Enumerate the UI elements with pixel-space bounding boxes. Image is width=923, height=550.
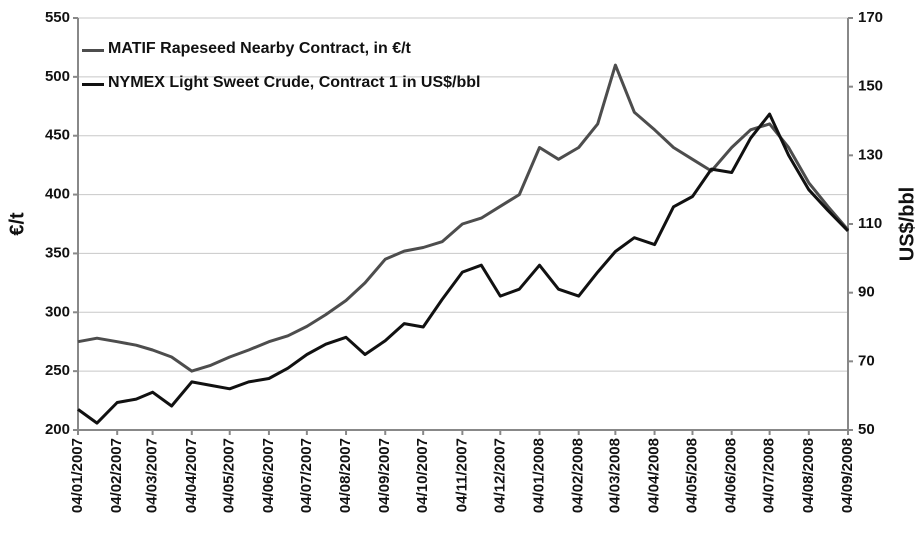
legend-label: MATIF Rapeseed Nearby Contract, in €/t: [108, 40, 411, 57]
y-tick-label: 250: [45, 362, 70, 379]
x-tick-label: 04/04/2008: [646, 438, 663, 513]
y2-tick-label: 110: [858, 215, 882, 232]
x-tick-label: 04/09/2008: [839, 438, 856, 513]
x-tick-label: 04/08/2008: [800, 438, 817, 513]
y2-tick-label: 130: [858, 146, 883, 163]
x-tick-label: 04/06/2008: [723, 438, 740, 513]
y2-tick-label: 70: [858, 352, 875, 369]
y2-tick-label: 170: [858, 9, 883, 26]
x-tick-label: 04/07/2008: [761, 438, 778, 513]
legend-swatch: [82, 83, 104, 86]
y2-axis-label: US$/bbl: [896, 187, 918, 261]
x-tick-label: 04/02/2008: [570, 438, 587, 513]
y-tick-label: 500: [45, 68, 70, 85]
legend-swatch: [82, 49, 104, 52]
legend-entry: NYMEX Light Sweet Crude, Contract 1 in U…: [82, 74, 522, 92]
y-tick-label: 350: [45, 244, 70, 261]
x-tick-label: 04/05/2007: [221, 438, 238, 513]
legend-label: NYMEX Light Sweet Crude, Contract 1 in U…: [108, 74, 481, 91]
x-tick-label: 04/10/2007: [414, 438, 431, 513]
y-tick-label: 200: [45, 421, 70, 438]
x-tick-label: 04/04/2007: [183, 438, 200, 513]
y-tick-label: 550: [45, 9, 70, 26]
legend-entry: MATIF Rapeseed Nearby Contract, in €/t: [82, 40, 522, 58]
x-tick-label: 04/01/2007: [69, 438, 86, 513]
x-tick-label: 04/02/2007: [108, 438, 125, 513]
x-tick-label: 04/08/2007: [337, 438, 354, 513]
y-tick-label: 400: [45, 186, 70, 203]
x-tick-label: 04/06/2007: [260, 438, 277, 513]
series-line: [77, 63, 850, 373]
x-tick-label: 04/11/2007: [453, 438, 470, 512]
legend: MATIF Rapeseed Nearby Contract, in €/t NY…: [82, 40, 522, 108]
x-tick-label: 04/03/2008: [606, 438, 623, 513]
x-tick-label: 04/03/2007: [144, 438, 161, 513]
x-tick-label: 04/09/2007: [376, 438, 393, 513]
x-tick-label: 04/05/2008: [683, 438, 700, 513]
y2-tick-label: 150: [858, 78, 883, 95]
y-axis-label: €/t: [6, 212, 28, 236]
y2-tick-label: 90: [858, 284, 875, 301]
series-line: [77, 112, 850, 425]
x-tick-label: 04/01/2008: [530, 438, 547, 513]
x-tick-label: 04/12/2007: [491, 438, 508, 513]
y-tick-label: 450: [45, 127, 70, 144]
x-tick-label: 04/07/2007: [298, 438, 315, 513]
y2-tick-label: 50: [858, 421, 875, 438]
y-tick-label: 300: [45, 303, 70, 320]
